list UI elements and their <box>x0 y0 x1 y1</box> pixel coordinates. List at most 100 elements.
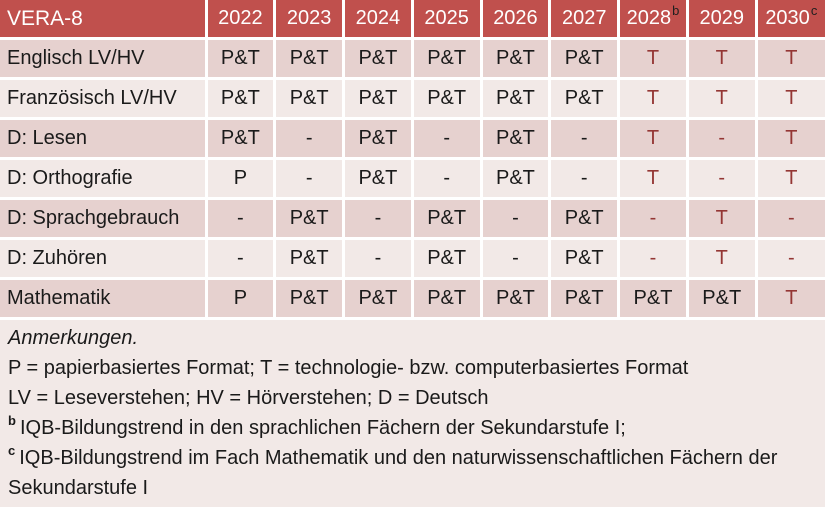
table-body: Englisch LV/HV P&T P&T P&T P&T P&T P&T T T T Franz… <box>0 37 825 320</box>
format-cell: T <box>617 37 689 80</box>
format-cell: - <box>410 157 483 200</box>
note-text: IQB-Bildungstrend in den sprachlichen Fä… <box>19 417 626 439</box>
format-cell: P&T <box>548 277 621 320</box>
format-cell: P&T <box>410 237 483 280</box>
format-cell: - <box>479 237 552 280</box>
format-cell: P&T <box>410 77 483 120</box>
format-cell: P&T <box>548 77 621 120</box>
table-row: D: Orthografie P - P&T - P&T - T - T <box>0 157 825 200</box>
year-header-2027: 2027 <box>548 0 621 40</box>
format-cell: P&T <box>204 117 277 160</box>
note-line: Anmerkungen. <box>8 323 817 353</box>
year-header-2028: 2028b <box>617 0 689 40</box>
footnote-marker-c: c <box>810 3 818 19</box>
row-label: Französisch LV/HV <box>0 77 208 120</box>
notes-section: Anmerkungen. P = papierbasiertes Format; … <box>0 320 825 507</box>
year-header-2025: 2025 <box>410 0 483 40</box>
format-cell: P&T <box>342 117 414 160</box>
format-cell: P&T <box>273 237 346 280</box>
year-label: 2027 <box>561 7 607 29</box>
format-cell: T <box>754 157 825 200</box>
format-cell: - <box>685 117 758 160</box>
format-cell: T <box>754 37 825 80</box>
format-cell: P&T <box>617 277 689 320</box>
format-cell: T <box>685 37 758 80</box>
table-row: Englisch LV/HV P&T P&T P&T P&T P&T P&T T T T <box>0 37 825 80</box>
format-cell: P&T <box>342 277 414 320</box>
note-text: LV = Leseverstehen; HV = Hörverstehen; D… <box>8 387 489 409</box>
format-cell: T <box>685 197 758 240</box>
format-cell: P&T <box>479 77 552 120</box>
format-cell: - <box>548 117 621 160</box>
note-line: b IQB-Bildungstrend in den sprachlichen F… <box>8 413 817 443</box>
format-cell: P&T <box>273 77 346 120</box>
format-cell: T <box>754 277 825 320</box>
table-row: Französisch LV/HV P&T P&T P&T P&T P&T P&T T T T <box>0 77 825 120</box>
year-label: 2029 <box>699 7 744 29</box>
format-cell: - <box>273 157 346 200</box>
format-cell: P&T <box>479 117 552 160</box>
format-cell: P&T <box>410 197 483 240</box>
note-line: P = papierbasiertes Format; T = technolo… <box>8 353 817 383</box>
year-label: 2022 <box>218 7 263 29</box>
format-cell: P <box>204 277 277 320</box>
format-cell: P <box>204 157 277 200</box>
year-header-2024: 2024 <box>342 0 414 40</box>
format-cell: T <box>754 77 825 120</box>
format-cell: P&T <box>548 37 621 80</box>
year-label: 2030 <box>765 7 810 29</box>
year-label: 2023 <box>286 7 332 29</box>
format-cell: - <box>685 157 758 200</box>
vera8-schedule-table: VERA-8 2022 2023 2024 2025 2026 2027 2028b 2029… <box>0 0 825 320</box>
format-cell: - <box>204 197 277 240</box>
format-cell: P&T <box>479 37 552 80</box>
table-row: Mathematik P P&T P&T P&T P&T P&T P&T P&T T <box>0 277 825 320</box>
format-cell: P&T <box>479 277 552 320</box>
format-cell: T <box>617 117 689 160</box>
note-line: c IQB-Bildungstrend im Fach Mathematik un… <box>8 443 817 503</box>
year-header-2026: 2026 <box>479 0 552 40</box>
row-label: D: Lesen <box>0 117 208 160</box>
format-cell: - <box>204 237 277 280</box>
format-cell: P&T <box>548 237 621 280</box>
format-cell: - <box>273 117 346 160</box>
format-cell: P&T <box>273 277 346 320</box>
note-text: Anmerkungen. <box>8 327 139 349</box>
format-cell: T <box>685 237 758 280</box>
format-cell: - <box>479 197 552 240</box>
year-label: 2028 <box>626 7 672 29</box>
format-cell: P&T <box>410 277 483 320</box>
format-cell: - <box>410 117 483 160</box>
format-cell: P&T <box>410 37 483 80</box>
format-cell: P&T <box>342 157 414 200</box>
row-label: D: Zuhören <box>0 237 208 280</box>
format-cell: P&T <box>273 37 346 80</box>
format-cell: T <box>685 77 758 120</box>
format-cell: P&T <box>548 197 621 240</box>
format-cell: - <box>754 237 825 280</box>
format-cell: - <box>754 197 825 240</box>
year-header-2030: 2030c <box>754 0 825 40</box>
table-title: VERA-8 <box>0 0 208 40</box>
format-cell: P&T <box>204 37 277 80</box>
format-cell: P&T <box>342 37 414 80</box>
format-cell: P&T <box>342 77 414 120</box>
format-cell: - <box>617 197 689 240</box>
year-header-2023: 2023 <box>273 0 346 40</box>
format-cell: T <box>754 117 825 160</box>
year-label: 2024 <box>355 7 401 29</box>
format-cell: T <box>617 77 689 120</box>
header-row: VERA-8 2022 2023 2024 2025 2026 2027 2028b 2029… <box>0 0 825 40</box>
year-header-2022: 2022 <box>204 0 277 40</box>
format-cell: - <box>548 157 621 200</box>
year-label: 2025 <box>424 7 469 29</box>
format-cell: P&T <box>273 197 346 240</box>
footnote-marker-c: c <box>8 443 16 459</box>
year-label: 2026 <box>493 7 538 29</box>
note-text: P = papierbasiertes Format; T = technolo… <box>8 357 689 379</box>
footnote-marker-b: b <box>672 3 680 19</box>
year-header-2029: 2029 <box>685 0 758 40</box>
format-cell: - <box>617 237 689 280</box>
format-cell: P&T <box>479 157 552 200</box>
format-cell: P&T <box>685 277 758 320</box>
